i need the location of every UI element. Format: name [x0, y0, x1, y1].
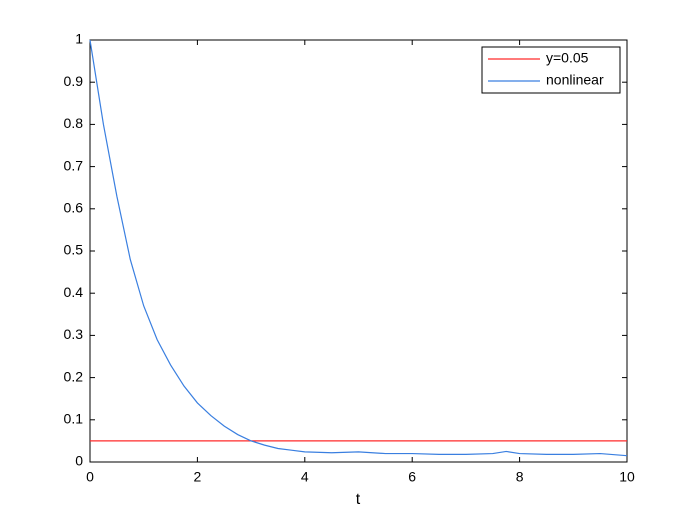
- x-tick-label: 2: [194, 469, 202, 485]
- y-tick-label: 0.3: [64, 326, 84, 342]
- y-tick-label: 1: [75, 31, 83, 47]
- legend-label: nonlinear: [546, 72, 604, 88]
- x-tick-label: 8: [516, 469, 524, 485]
- legend-box: [481, 46, 621, 94]
- x-tick-label: 10: [619, 469, 635, 485]
- data-line: [89, 39, 628, 457]
- plot-frame: [89, 39, 628, 463]
- y-tick-label: 0.4: [64, 284, 84, 300]
- x-tick-label: 4: [301, 469, 309, 485]
- y-tick-label: 0.8: [64, 115, 84, 131]
- y-tick-label: 0.2: [64, 368, 84, 384]
- y-tick-label: 0.7: [64, 157, 84, 173]
- y-tick-label: 0.5: [64, 242, 84, 258]
- x-axis-label: t: [356, 491, 361, 508]
- y-tick-label: 0.6: [64, 200, 84, 216]
- legend-label: y=0.05: [546, 50, 589, 66]
- y-tick-label: 0.9: [64, 73, 84, 89]
- x-tick-label: 6: [408, 469, 416, 485]
- y-tick-label: 0: [75, 453, 83, 469]
- x-tick-label: 0: [86, 469, 94, 485]
- y-tick-label: 0.1: [64, 411, 84, 427]
